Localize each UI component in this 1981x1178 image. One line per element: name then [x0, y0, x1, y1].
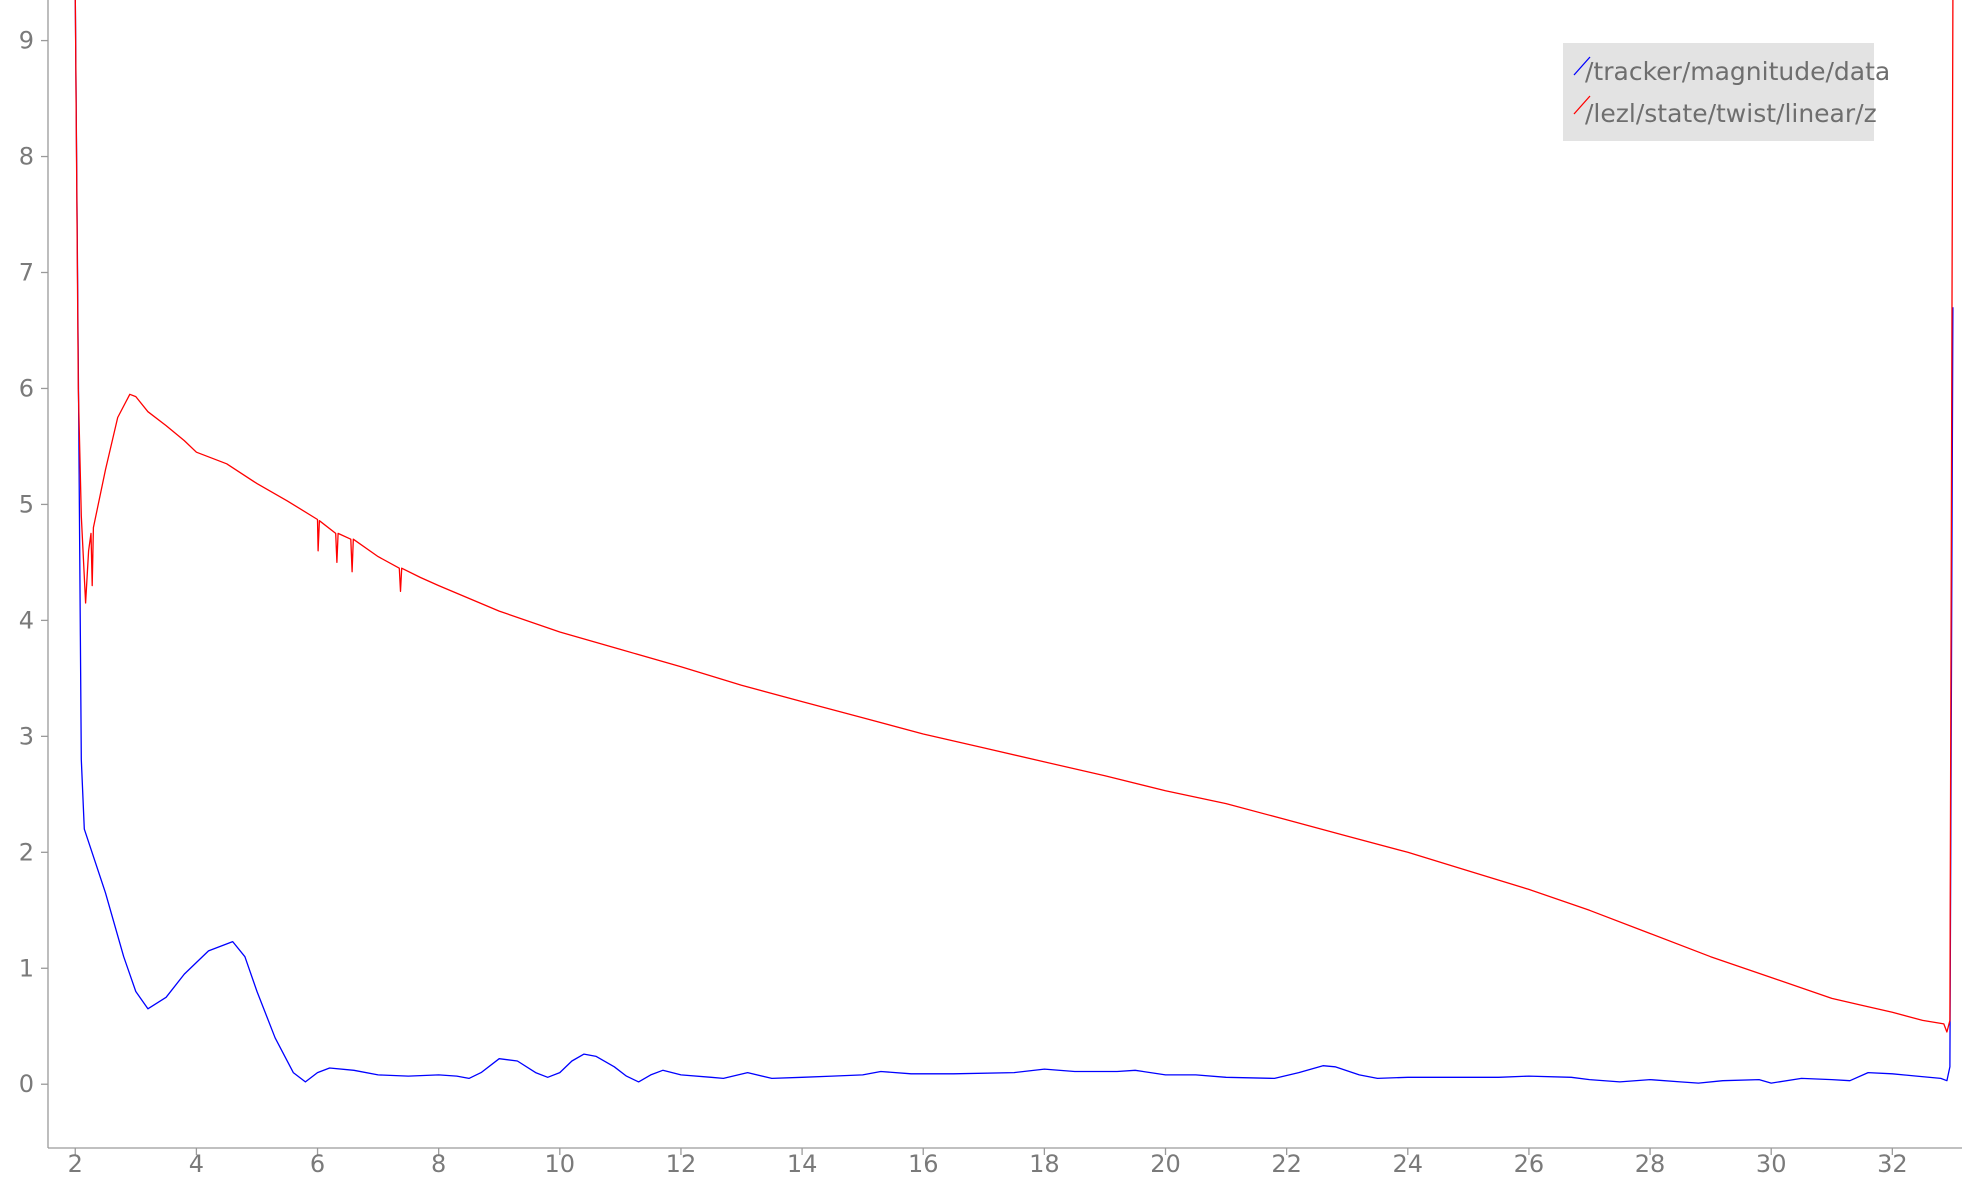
legend-box [1563, 43, 1874, 141]
legend-swatch-tracker-magnitude [1573, 56, 1591, 76]
x-tick-label: 12 [666, 1150, 697, 1173]
x-tick-label: 16 [908, 1150, 939, 1173]
x-tick-label: 8 [431, 1150, 446, 1173]
x-tick-label: 18 [1029, 1150, 1060, 1173]
x-tick-label: 24 [1393, 1150, 1424, 1173]
x-tick-label: 30 [1756, 1150, 1787, 1173]
x-tick-label: 32 [1877, 1150, 1908, 1173]
y-tick-label: 6 [19, 374, 34, 402]
y-tick-label: 9 [19, 27, 34, 55]
x-tick-label: 26 [1514, 1150, 1545, 1173]
x-tick-label: 22 [1271, 1150, 1302, 1173]
x-tick-label: 6 [310, 1150, 325, 1173]
series-line-1 [74, 0, 1954, 1033]
y-tick-label: 2 [19, 838, 34, 866]
legend-label-lezl-twist-z: /lezl/state/twist/linear/z [1585, 99, 1877, 128]
y-tick-label: 0 [19, 1070, 34, 1098]
legend-swatch-lezl-twist-z [1573, 95, 1591, 115]
y-tick-label: 1 [19, 954, 34, 982]
x-tick-label: 28 [1635, 1150, 1666, 1173]
legend: /tracker/magnitude/data /lezl/state/twis… [1563, 43, 1890, 141]
x-tick-label: 14 [787, 1150, 818, 1173]
x-tick-label: 10 [545, 1150, 576, 1173]
y-tick-label: 7 [19, 259, 34, 287]
x-tick-label: 2 [68, 1150, 83, 1173]
y-tick-label: 4 [19, 606, 34, 634]
series-line-0 [74, 0, 1954, 1084]
y-tick-label: 3 [19, 722, 34, 750]
x-tick-label: 20 [1150, 1150, 1181, 1173]
legend-label-tracker-magnitude: /tracker/magnitude/data [1585, 57, 1890, 86]
y-tick-label: 8 [19, 143, 34, 171]
y-tick-label: 5 [19, 490, 34, 518]
x-tick-label: 4 [189, 1150, 204, 1173]
series-layer [74, 0, 1954, 1084]
